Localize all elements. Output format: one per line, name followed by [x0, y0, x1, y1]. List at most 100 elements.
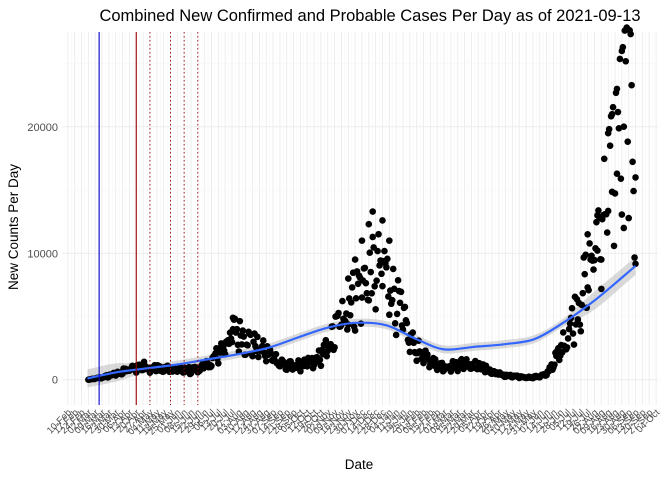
data-point: [620, 123, 628, 130]
data-point: [551, 361, 558, 368]
data-point: [347, 299, 355, 306]
data-point: [564, 335, 572, 342]
data-point: [367, 268, 375, 276]
y-tick-label: 10000: [27, 248, 58, 260]
smooth-line: [87, 265, 637, 380]
data-point: [383, 264, 390, 271]
data-point: [376, 262, 383, 269]
data-point: [631, 254, 638, 261]
data-point: [379, 282, 386, 290]
data-point: [420, 359, 427, 367]
data-point: [616, 55, 624, 63]
chart-title: Combined New Confirmed and Probable Case…: [99, 7, 640, 25]
data-point: [208, 362, 215, 370]
data-point: [565, 325, 573, 333]
data-point: [267, 350, 275, 357]
data-point: [566, 320, 574, 327]
smooth-trend: [87, 265, 637, 380]
data-point: [371, 282, 378, 290]
data-point: [363, 289, 371, 297]
data-point: [594, 247, 601, 254]
data-point: [618, 211, 626, 218]
data-point: [373, 277, 380, 284]
data-point: [331, 344, 338, 351]
data-point: [369, 233, 377, 241]
data-point: [378, 270, 385, 278]
data-point: [379, 217, 386, 224]
data-point: [586, 240, 593, 247]
data-point: [628, 81, 635, 89]
data-point: [590, 266, 597, 273]
data-point: [386, 311, 393, 319]
data-point: [381, 247, 388, 255]
data-point: [622, 57, 630, 65]
data-point: [578, 301, 586, 309]
data-point: [463, 356, 470, 363]
data-point: [212, 350, 219, 357]
data-point: [368, 289, 376, 297]
data-point: [239, 327, 247, 334]
data-point: [335, 309, 342, 317]
data-point: [611, 190, 619, 197]
data-point: [244, 341, 251, 349]
data-point: [351, 256, 359, 263]
data-point: [348, 284, 356, 291]
data-point: [609, 103, 617, 111]
data-point: [358, 294, 366, 301]
data-point: [388, 296, 396, 304]
y-axis-title: New Counts Per Day: [6, 164, 21, 290]
data-point: [582, 251, 589, 259]
reference-lines: [98, 32, 199, 405]
data-point: [259, 342, 266, 350]
data-point: [365, 220, 373, 228]
data-point: [431, 356, 439, 363]
data-point: [369, 208, 377, 215]
data-point: [598, 285, 605, 293]
data-point: [233, 325, 241, 333]
data-point: [317, 362, 325, 370]
data-point: [604, 129, 612, 137]
data-point: [409, 329, 417, 336]
data-point: [362, 279, 370, 287]
data-point: [297, 367, 304, 375]
data-point: [375, 230, 382, 238]
data-point: [618, 47, 626, 55]
data-point: [255, 353, 262, 361]
data-point: [229, 314, 237, 322]
data-point: [629, 158, 636, 166]
data-point: [579, 289, 587, 297]
data-point: [617, 175, 625, 182]
data-point: [397, 288, 405, 296]
data-point: [406, 348, 414, 356]
data-point: [392, 331, 400, 339]
data-point: [323, 352, 331, 360]
data-point: [396, 299, 404, 307]
data-point: [403, 319, 411, 327]
data-point: [613, 85, 621, 93]
data-point: [372, 306, 379, 313]
data-point: [391, 320, 399, 327]
data-point: [354, 280, 362, 288]
data-point: [627, 30, 634, 38]
data-point: [322, 336, 330, 344]
data-point: [559, 329, 567, 336]
data-point: [259, 337, 267, 344]
data-point: [603, 229, 611, 236]
data-point: [424, 351, 431, 358]
data-point: [454, 367, 462, 375]
data-point: [620, 224, 628, 232]
data-point: [344, 326, 351, 333]
data-point: [625, 214, 632, 222]
data-point: [316, 356, 324, 364]
data-point: [351, 327, 359, 334]
x-axis-ticks: 10-Feb17-Feb24-Feb02-Mar09-Mar16-Mar23-M…: [45, 407, 663, 437]
data-point: [389, 265, 397, 273]
data-point: [346, 311, 354, 319]
data-point: [352, 295, 360, 302]
data-point: [365, 297, 373, 304]
data-point: [632, 260, 639, 268]
data-point: [574, 316, 582, 323]
data-point: [576, 321, 584, 328]
data-point: [585, 286, 592, 294]
